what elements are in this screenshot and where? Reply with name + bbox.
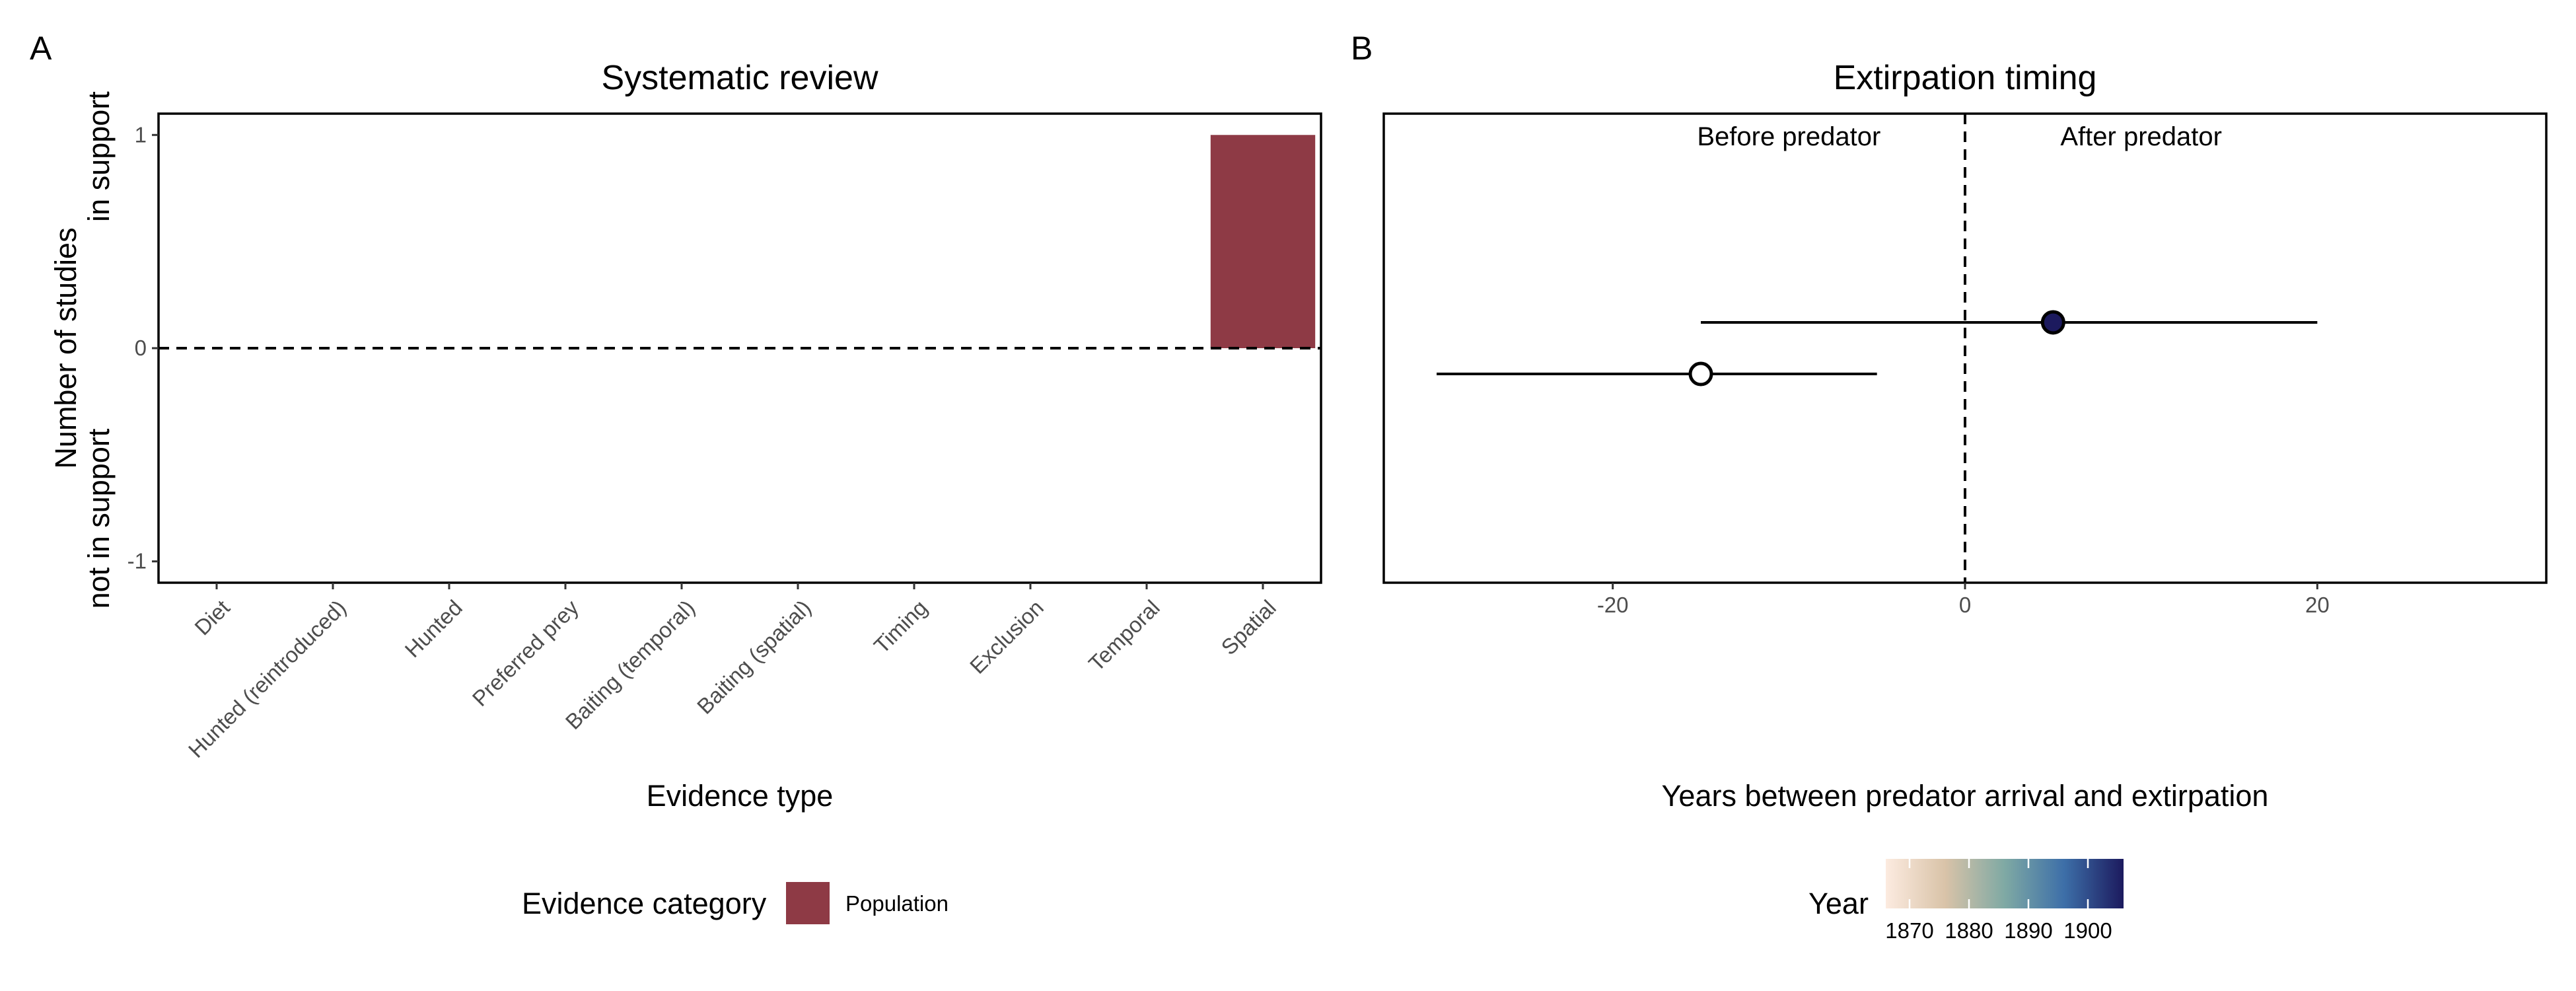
- x-tick-label: Hunted: [400, 595, 467, 662]
- legend-key-population: [786, 882, 830, 924]
- x-tick-label: Preferred prey: [468, 595, 584, 711]
- bar-spatial: [1210, 135, 1316, 349]
- colorbar-gradient: [1886, 859, 2124, 908]
- before-predator-label: Before predator: [1697, 122, 1880, 151]
- estimate-point-1: [2040, 310, 2065, 335]
- panel-a-x-title: Evidence type: [647, 779, 834, 813]
- panel-b-points: [1437, 310, 2318, 386]
- x-tick-label: Spatial: [1216, 595, 1281, 660]
- y-tick-label: 1: [135, 122, 147, 147]
- y-tick-label: 0: [135, 336, 147, 360]
- colorbar-tick-label: 1900: [2063, 918, 2112, 943]
- colorbar-tick-label: 1870: [1885, 918, 1933, 943]
- x-tick-label: 0: [1959, 593, 1971, 617]
- panel-b-title: Extirpation timing: [1834, 59, 2097, 97]
- colorbar-ticks: 1870 1880 1890 1900: [1885, 859, 2112, 943]
- legend-label-population: Population: [845, 891, 948, 916]
- x-tick-label: Baiting (temporal): [561, 595, 699, 734]
- estimate-point-2: [1688, 361, 1713, 386]
- panel-b-x-title: Years between predator arrival and extir…: [1662, 779, 2269, 813]
- panel-b-label: B: [1351, 30, 1373, 67]
- after-predator-label: After predator: [2060, 122, 2222, 151]
- panel-a-bars: [1210, 135, 1316, 349]
- panel-b-x-axis: -20 0 20: [1597, 583, 2330, 617]
- panel-a-title: Systematic review: [602, 59, 878, 97]
- panel-a-y-title: Number of studies: [49, 227, 83, 468]
- panel-a-legend: Evidence category Population: [522, 882, 948, 924]
- colorbar-tick-label: 1880: [1945, 918, 1993, 943]
- y-tick-label: -1: [127, 549, 147, 573]
- x-tick-label: Timing: [869, 595, 932, 658]
- x-tick-label: Baiting (spatial): [692, 595, 816, 719]
- panel-a-y-title-top: in support: [82, 91, 116, 222]
- panel-a-y-axis: -1 0 1: [127, 122, 159, 573]
- x-tick-label: Temporal: [1084, 595, 1164, 676]
- colorbar-tick-label: 1890: [2004, 918, 2052, 943]
- panel-a-y-title-bottom: not in support: [82, 428, 116, 608]
- panel-b-colorbar: Year 1870 1880 1890 1900: [1808, 859, 2124, 943]
- x-tick-label: Diet: [190, 595, 234, 640]
- x-tick-label: -20: [1597, 593, 1629, 617]
- colorbar-title: Year: [1808, 887, 1869, 920]
- x-tick-label: Exclusion: [965, 595, 1048, 679]
- x-tick-label: 20: [2305, 593, 2330, 617]
- panel-a-label: A: [30, 30, 52, 67]
- legend-title: Evidence category: [522, 887, 767, 920]
